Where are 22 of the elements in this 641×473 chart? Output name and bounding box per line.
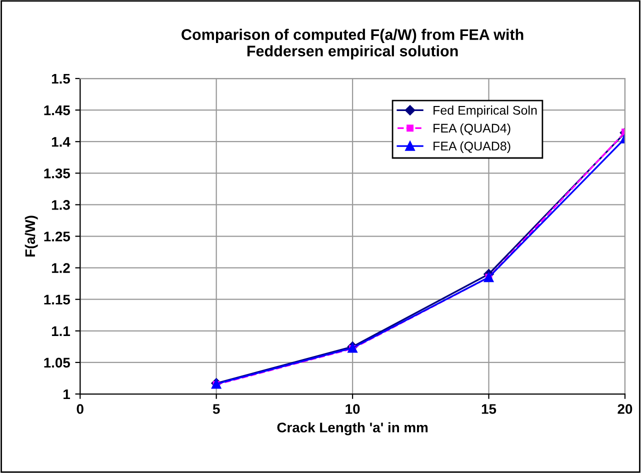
y-tick-label: 1.45 (44, 106, 70, 116)
y-tick-label: 1.1 (52, 326, 70, 336)
y-tick-label: 1.35 (44, 168, 70, 178)
x-tick-label: 20 (618, 404, 632, 414)
y-tick-label: 1.05 (44, 358, 70, 368)
y-tick-label: 1.3 (52, 200, 70, 210)
legend-label: FEA (QUAD8) (434, 141, 510, 153)
x-tick-label: 5 (212, 404, 220, 414)
x-axis-title: Crack Length 'a' in mm (277, 422, 428, 436)
y-tick-label: 1 (64, 389, 70, 400)
y-tick-label: 1.2 (52, 263, 70, 273)
y-tick-label: 1.4 (52, 137, 70, 147)
x-tick-label: 15 (482, 404, 496, 414)
y-tick-label: 1.25 (44, 232, 70, 242)
y-tick-label: 1.15 (44, 294, 70, 305)
legend-label: Fed Empirical Soln (434, 106, 537, 118)
y-tick-label: 1.5 (52, 74, 70, 84)
x-tick-label: 0 (76, 404, 84, 414)
x-tick-label: 10 (346, 404, 360, 414)
chart-title: Comparison of computed F(a/W) from FEA with Feddersen empirical solution (182, 28, 524, 60)
y-axis-title: F(a/W) (24, 216, 38, 257)
legend-label: FEA (QUAD4) (434, 123, 510, 136)
